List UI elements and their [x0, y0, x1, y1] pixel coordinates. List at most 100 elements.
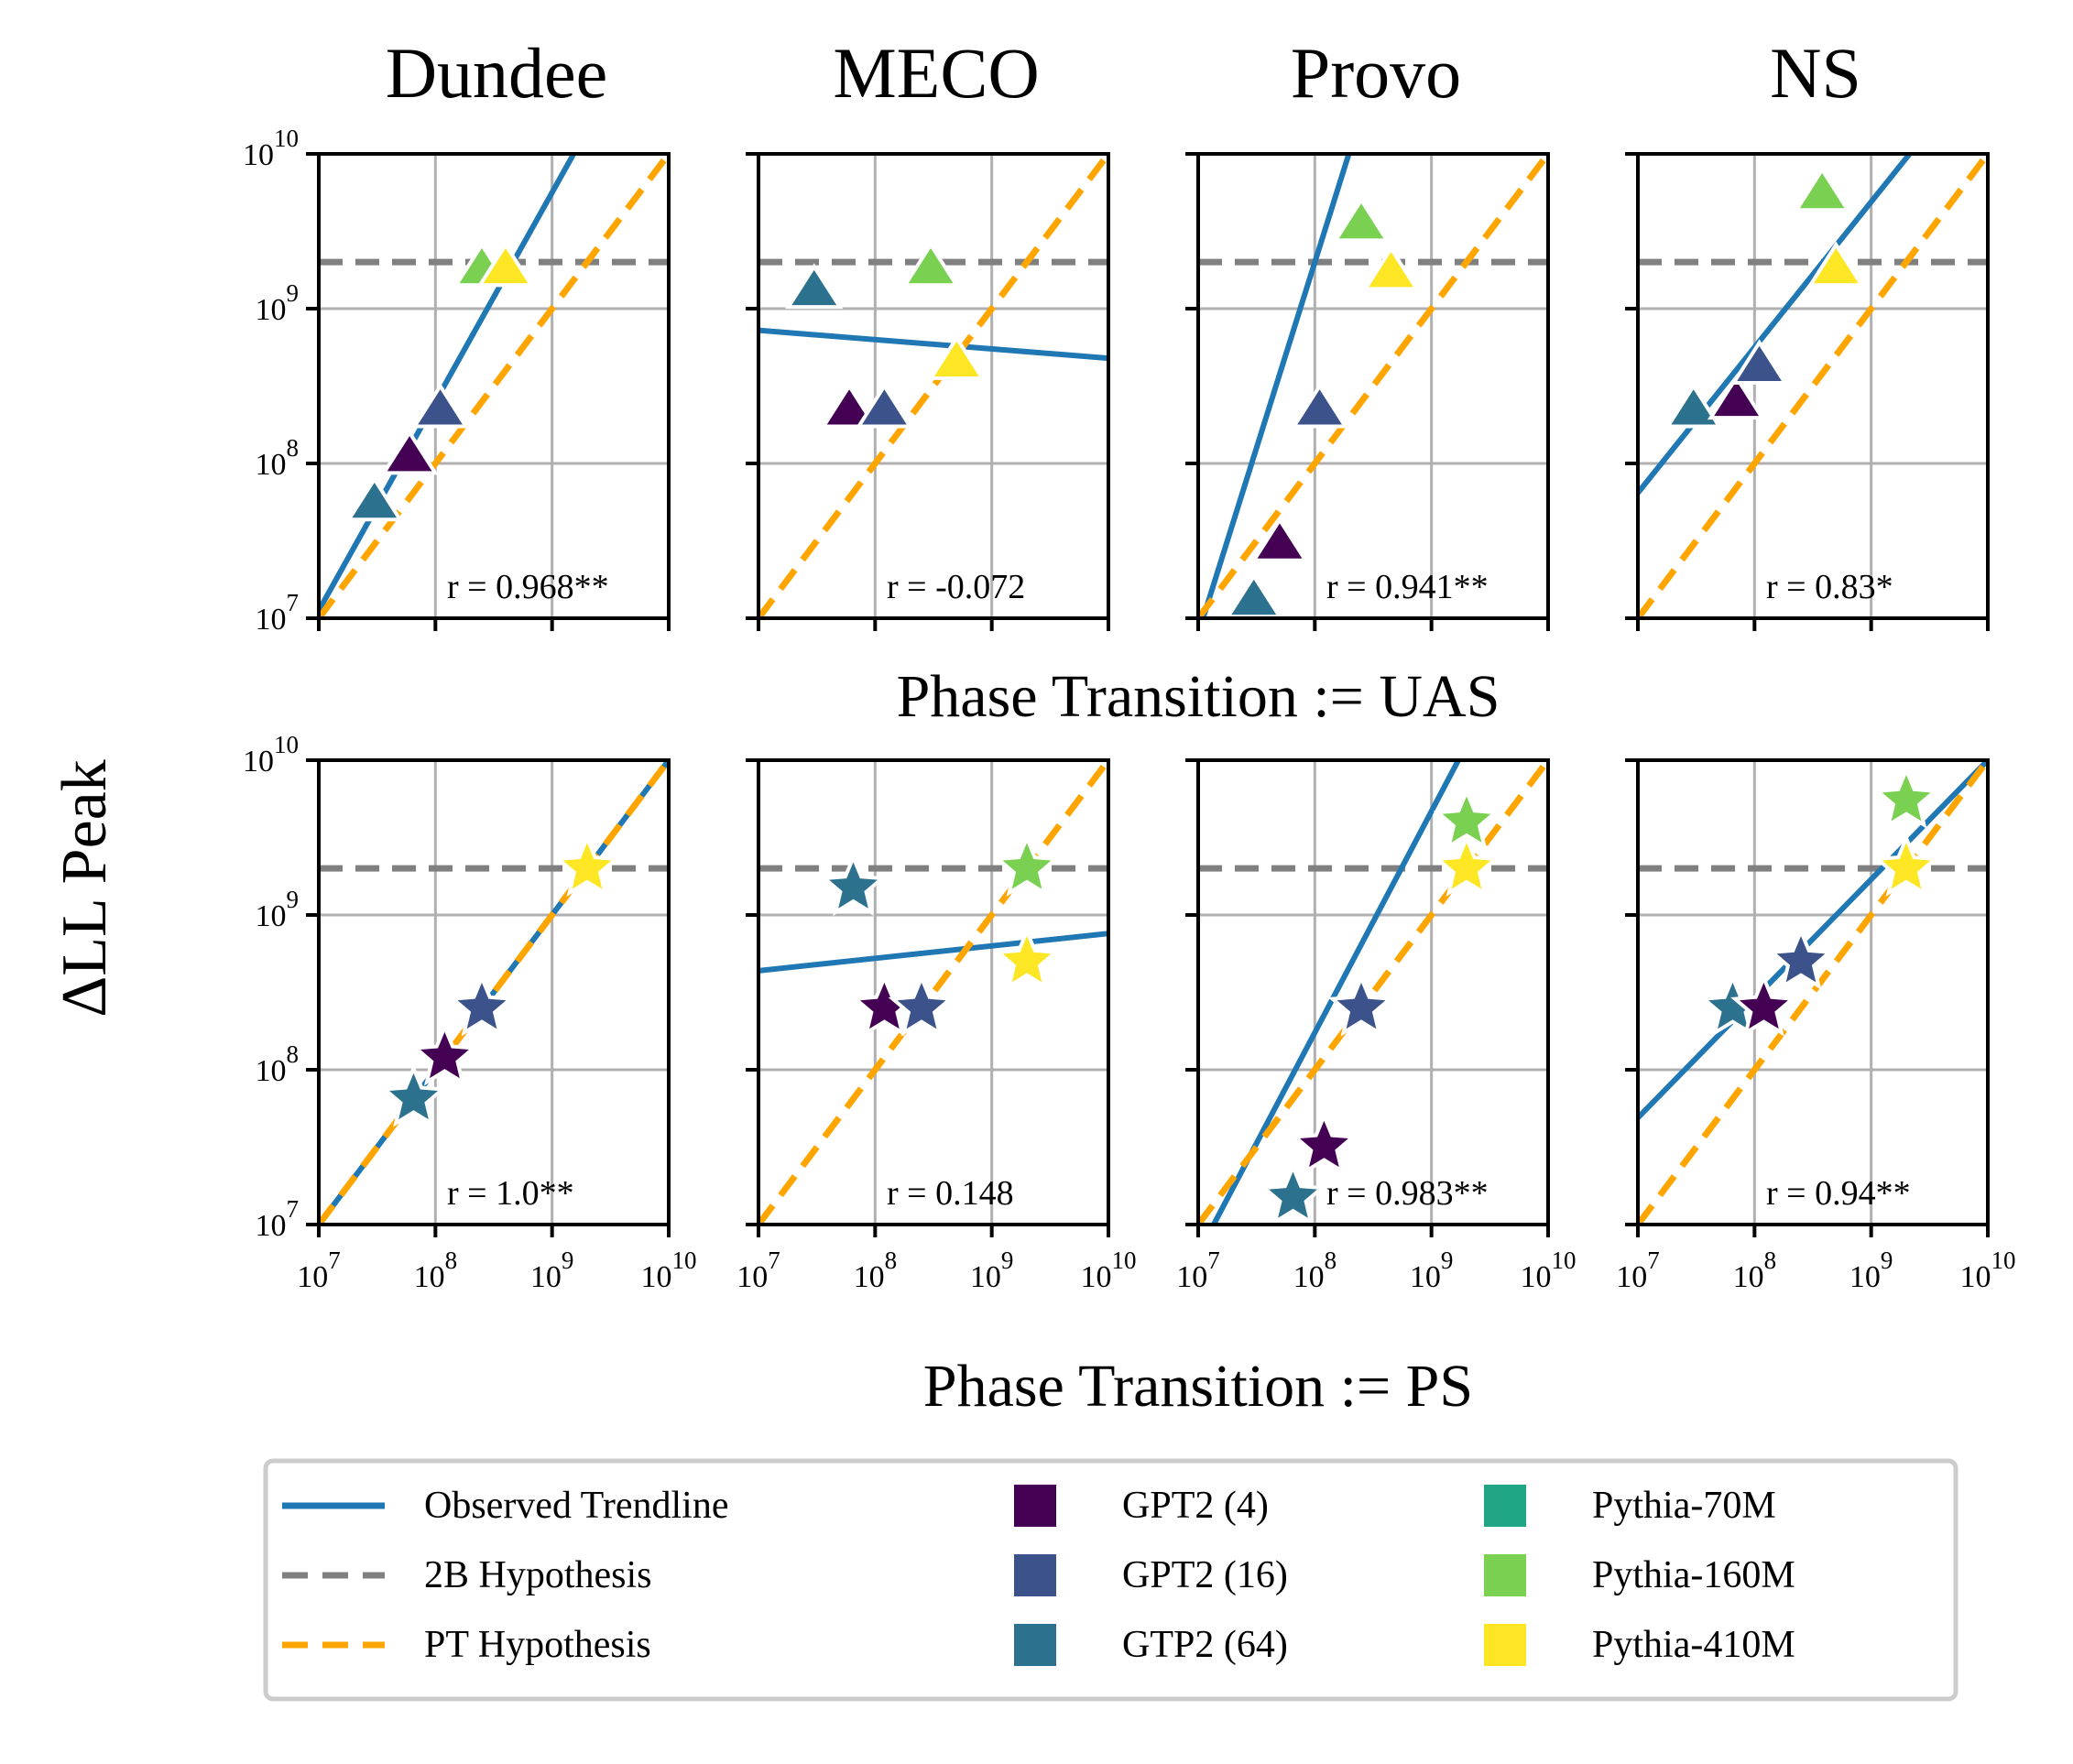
point-gpt2-16	[888, 973, 955, 1037]
y-tick-label: 108	[256, 1040, 300, 1088]
point-pythia-410m	[927, 334, 986, 380]
point-gpt2-4	[820, 382, 878, 429]
col-title-ns: NS	[1770, 33, 1861, 113]
x-tick-label: 1010	[641, 1247, 697, 1294]
point-gpt2-4	[380, 429, 439, 475]
panel-meco-uas: r = -0.072	[746, 152, 1110, 631]
panel-plot-area	[758, 154, 1108, 618]
pt-hypothesis-line	[758, 154, 1108, 618]
pt-hypothesis-line	[758, 760, 1108, 1225]
panel-plot-area	[1198, 760, 1548, 1225]
col-title-dundee: Dundee	[386, 33, 608, 113]
point-gtp2-64	[1225, 572, 1283, 618]
point-gtp2-64	[1260, 1161, 1326, 1225]
col-title-provo: Provo	[1291, 33, 1461, 113]
correlation-label: r = 0.968**	[447, 568, 609, 606]
panel-plot-area	[319, 760, 669, 1225]
correlation-label: r = 0.941**	[1326, 568, 1489, 606]
legend-model-label: Pythia-410M	[1592, 1624, 1795, 1666]
point-gpt2-16	[448, 973, 516, 1037]
y-tick-label: 1010	[243, 125, 299, 172]
legend-swatch	[1484, 1624, 1526, 1666]
observed-trendline	[1200, 154, 1352, 618]
point-pythia-160m	[1872, 765, 1940, 829]
panel-frame	[1196, 152, 1550, 620]
panels: 107 108 109 1010 r = 0.968** r = -0.072 r = 0.…	[243, 125, 2016, 1294]
correlation-label: r = 0.983**	[1326, 1174, 1489, 1213]
observed-trendline	[758, 327, 1108, 362]
x-tick-label: 108	[854, 1247, 898, 1294]
legend-model-label: GPT2 (16)	[1122, 1554, 1288, 1596]
point-gtp2-64	[785, 263, 844, 310]
pt-hypothesis-line	[319, 154, 669, 618]
x-tick-label: 107	[736, 1247, 780, 1294]
legend-model-label: GPT2 (4)	[1122, 1485, 1269, 1527]
panel-frame	[317, 758, 671, 1226]
panel-dundee-ps: 107 108 109 1010 107 108 109 1010 r = 1.0**	[243, 731, 697, 1294]
legend-swatch	[1014, 1485, 1056, 1527]
panel-plot-area	[1638, 760, 1988, 1225]
legend-swatch	[1484, 1485, 1526, 1527]
point-gpt2-4	[1250, 517, 1309, 562]
point-gpt2-4	[411, 1022, 478, 1086]
panel-meco-ps: 107 108 109 1010 r = 0.148	[736, 758, 1137, 1294]
point-pythia-410m	[1433, 833, 1500, 898]
x-tick-label: 107	[1176, 1247, 1220, 1294]
y-axis-label: ΔLL Peak	[49, 759, 120, 1018]
point-pythia-410m	[1361, 245, 1421, 291]
legend-frame	[263, 1458, 1958, 1702]
panel-frame	[1636, 758, 1990, 1226]
legend-line-label: Observed Trendline	[424, 1485, 728, 1527]
observed-trendline	[758, 931, 1108, 974]
x-tick-label: 1010	[1521, 1247, 1577, 1294]
legend-swatch	[1014, 1624, 1056, 1666]
panel-dundee-uas: 107 108 109 1010 r = 0.968**	[243, 125, 671, 637]
correlation-label: r = 0.83*	[1766, 568, 1893, 606]
pt-hypothesis-line	[1638, 154, 1988, 618]
panel-plot-area	[1638, 154, 1988, 618]
x-tick-label: 108	[1733, 1247, 1777, 1294]
panel-frame	[757, 152, 1110, 620]
point-gpt2-16	[1729, 339, 1789, 386]
y-tick-label: 109	[256, 279, 300, 327]
y-tick-label: 109	[256, 886, 300, 933]
point-pythia-410m	[553, 833, 621, 898]
point-pythia-410m	[1806, 241, 1865, 288]
pt-hypothesis-line	[319, 760, 669, 1225]
panel-provo-uas: r = 0.941**	[1185, 152, 1550, 631]
col-title-meco: MECO	[833, 33, 1039, 113]
y-tick-label: 108	[256, 434, 300, 482]
point-pythia-160m	[1793, 166, 1851, 212]
x-tick-label: 1010	[1960, 1247, 2016, 1294]
point-gpt2-4	[1291, 1111, 1358, 1175]
point-gpt2-4	[1730, 973, 1797, 1037]
x-tick-label: 109	[1410, 1247, 1454, 1294]
correlation-label: r = 1.0**	[447, 1174, 574, 1213]
legend-line-label: 2B Hypothesis	[424, 1554, 652, 1596]
pt-hypothesis-line	[1638, 760, 1988, 1225]
point-pythia-410m	[1872, 833, 1940, 898]
panel-frame	[757, 758, 1110, 1226]
point-gtp2-64	[1664, 382, 1723, 429]
correlation-label: r = 0.94**	[1766, 1174, 1911, 1213]
point-gpt2-16	[855, 382, 914, 429]
panel-frame	[1196, 758, 1550, 1226]
point-gpt2-16	[410, 382, 470, 429]
point-gpt2-16	[1767, 926, 1835, 990]
x-tick-label: 108	[1293, 1247, 1337, 1294]
correlation-label: r = -0.072	[887, 568, 1025, 606]
point-pythia-410m	[476, 241, 535, 288]
legend-swatch	[1014, 1554, 1056, 1596]
correlation-label: r = 0.148	[887, 1174, 1014, 1213]
x-tick-label: 109	[970, 1247, 1014, 1294]
panel-provo-ps: 107 108 109 1010 r = 0.983**	[1176, 758, 1577, 1294]
pt-hypothesis-line	[1198, 154, 1548, 618]
observed-trendline	[1210, 760, 1462, 1225]
point-pythia-160m	[993, 833, 1061, 898]
point-gpt2-16	[1290, 382, 1349, 429]
x-tick-label: 1010	[1081, 1247, 1137, 1294]
panel-frame	[317, 152, 671, 620]
point-gtp2-64	[345, 475, 404, 522]
column-titles: Dundee MECO Provo NS	[386, 33, 1861, 113]
